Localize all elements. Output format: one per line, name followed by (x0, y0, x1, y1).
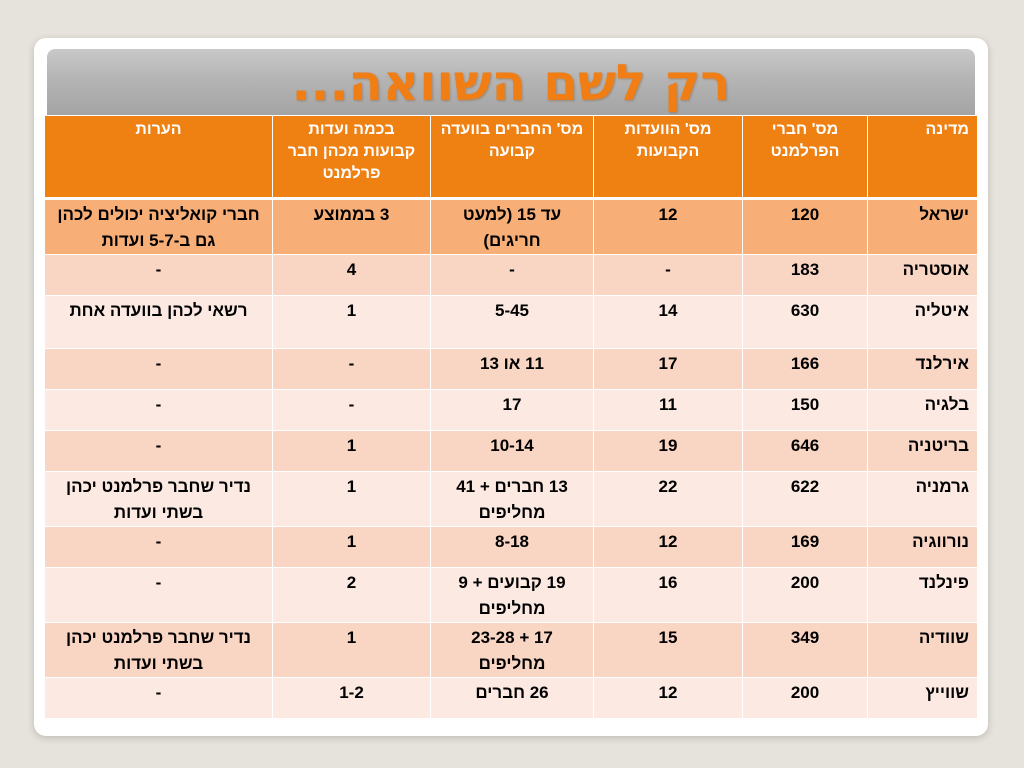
cell-per-committee: 17 (430, 389, 594, 431)
cell-committees-per-mp: 4 (272, 254, 431, 296)
cell-per-committee: 8-18 (430, 526, 594, 568)
cell-members: 349 (742, 622, 868, 678)
cell-committees-per-mp: 3 בממוצע (272, 198, 431, 255)
cell-notes: רשאי לכהן בוועדה אחת (44, 295, 273, 349)
table-header-row: מדינה מס' חברי הפרלמנט מס' הוועדות הקבוע… (44, 115, 978, 199)
cell-members: 166 (742, 348, 868, 390)
cell-country: גרמניה (867, 471, 978, 527)
cell-country: פינלנד (867, 567, 978, 623)
cell-per-committee: 11 או 13 (430, 348, 594, 390)
table-row: ישראל 120 12 עד 15 (למעט חריגים) 3 בממוצ… (44, 198, 978, 255)
cell-notes: נדיר שחבר פרלמנט יכהן בשתי ועדות (44, 471, 273, 527)
cell-committees: 12 (593, 198, 743, 255)
cell-notes: - (44, 430, 273, 472)
header-notes: הערות (44, 115, 273, 199)
table-row: נורווגיה 169 12 8-18 1 - (44, 526, 978, 568)
cell-committees-per-mp: 1 (272, 430, 431, 472)
cell-country: נורווגיה (867, 526, 978, 568)
cell-committees: - (593, 254, 743, 296)
cell-per-committee: 13 חברים + 41 מחליפים (430, 471, 594, 527)
cell-per-committee: 5-45 (430, 295, 594, 349)
cell-committees-per-mp: - (272, 348, 431, 390)
cell-committees: 11 (593, 389, 743, 431)
cell-notes: - (44, 567, 273, 623)
table-row: שוודיה 349 15 17 + 23-28 מחליפים 1 נדיר … (44, 622, 978, 678)
cell-per-committee: 26 חברים (430, 677, 594, 719)
table-row: אירלנד 166 17 11 או 13 - - (44, 348, 978, 390)
table-row: בלגיה 150 11 17 - - (44, 389, 978, 431)
cell-committees-per-mp: 1 (272, 526, 431, 568)
cell-notes: - (44, 348, 273, 390)
title-bar (47, 49, 975, 117)
cell-per-committee: 19 קבועים + 9 מחליפים (430, 567, 594, 623)
cell-committees: 12 (593, 677, 743, 719)
table-row: אוסטריה 183 - - 4 - (44, 254, 978, 296)
header-committees-per-mp: בכמה ועדות קבועות מכהן חבר פרלמנט (272, 115, 431, 199)
cell-members: 646 (742, 430, 868, 472)
cell-country: איטליה (867, 295, 978, 349)
cell-committees-per-mp: 1 (272, 295, 431, 349)
cell-country: אירלנד (867, 348, 978, 390)
header-country: מדינה (867, 115, 978, 199)
cell-country: שווייץ (867, 677, 978, 719)
cell-members: 200 (742, 677, 868, 719)
cell-committees-per-mp: - (272, 389, 431, 431)
cell-committees: 15 (593, 622, 743, 678)
slide-title: רק לשם השוואה... (291, 54, 731, 112)
cell-notes: חברי קואליציה יכולים לכהן גם ב-5-7 ועדות (44, 198, 273, 255)
header-per-committee: מס' החברים בוועדה קבועה (430, 115, 594, 199)
cell-notes: - (44, 254, 273, 296)
cell-committees-per-mp: 1 (272, 471, 431, 527)
cell-per-committee: 17 + 23-28 מחליפים (430, 622, 594, 678)
cell-committees-per-mp: 2 (272, 567, 431, 623)
cell-country: שוודיה (867, 622, 978, 678)
cell-members: 200 (742, 567, 868, 623)
cell-members: 150 (742, 389, 868, 431)
cell-committees-per-mp: 1-2 (272, 677, 431, 719)
cell-per-committee: - (430, 254, 594, 296)
cell-country: אוסטריה (867, 254, 978, 296)
cell-country: בריטניה (867, 430, 978, 472)
table-row: שווייץ 200 12 26 חברים 1-2 - (44, 677, 978, 719)
table-row: איטליה 630 14 5-45 1 רשאי לכהן בוועדה אח… (44, 295, 978, 349)
cell-committees: 12 (593, 526, 743, 568)
cell-country: ישראל (867, 198, 978, 255)
cell-country: בלגיה (867, 389, 978, 431)
cell-members: 120 (742, 198, 868, 255)
header-members: מס' חברי הפרלמנט (742, 115, 868, 199)
cell-notes: - (44, 526, 273, 568)
cell-committees: 16 (593, 567, 743, 623)
cell-members: 169 (742, 526, 868, 568)
cell-members: 622 (742, 471, 868, 527)
table-row: פינלנד 200 16 19 קבועים + 9 מחליפים 2 - (44, 567, 978, 623)
cell-notes: - (44, 389, 273, 431)
cell-committees-per-mp: 1 (272, 622, 431, 678)
cell-committees: 22 (593, 471, 743, 527)
cell-committees: 19 (593, 430, 743, 472)
table-row: גרמניה 622 22 13 חברים + 41 מחליפים 1 נד… (44, 471, 978, 527)
cell-per-committee: עד 15 (למעט חריגים) (430, 198, 594, 255)
cell-committees: 14 (593, 295, 743, 349)
cell-per-committee: 10-14 (430, 430, 594, 472)
cell-notes: - (44, 677, 273, 719)
header-committees: מס' הוועדות הקבועות (593, 115, 743, 199)
cell-committees: 17 (593, 348, 743, 390)
cell-members: 630 (742, 295, 868, 349)
cell-members: 183 (742, 254, 868, 296)
cell-notes: נדיר שחבר פרלמנט יכהן בשתי ועדות (44, 622, 273, 678)
table-row: בריטניה 646 19 10-14 1 - (44, 430, 978, 472)
comparison-table: מדינה מס' חברי הפרלמנט מס' הוועדות הקבוע… (44, 115, 978, 719)
